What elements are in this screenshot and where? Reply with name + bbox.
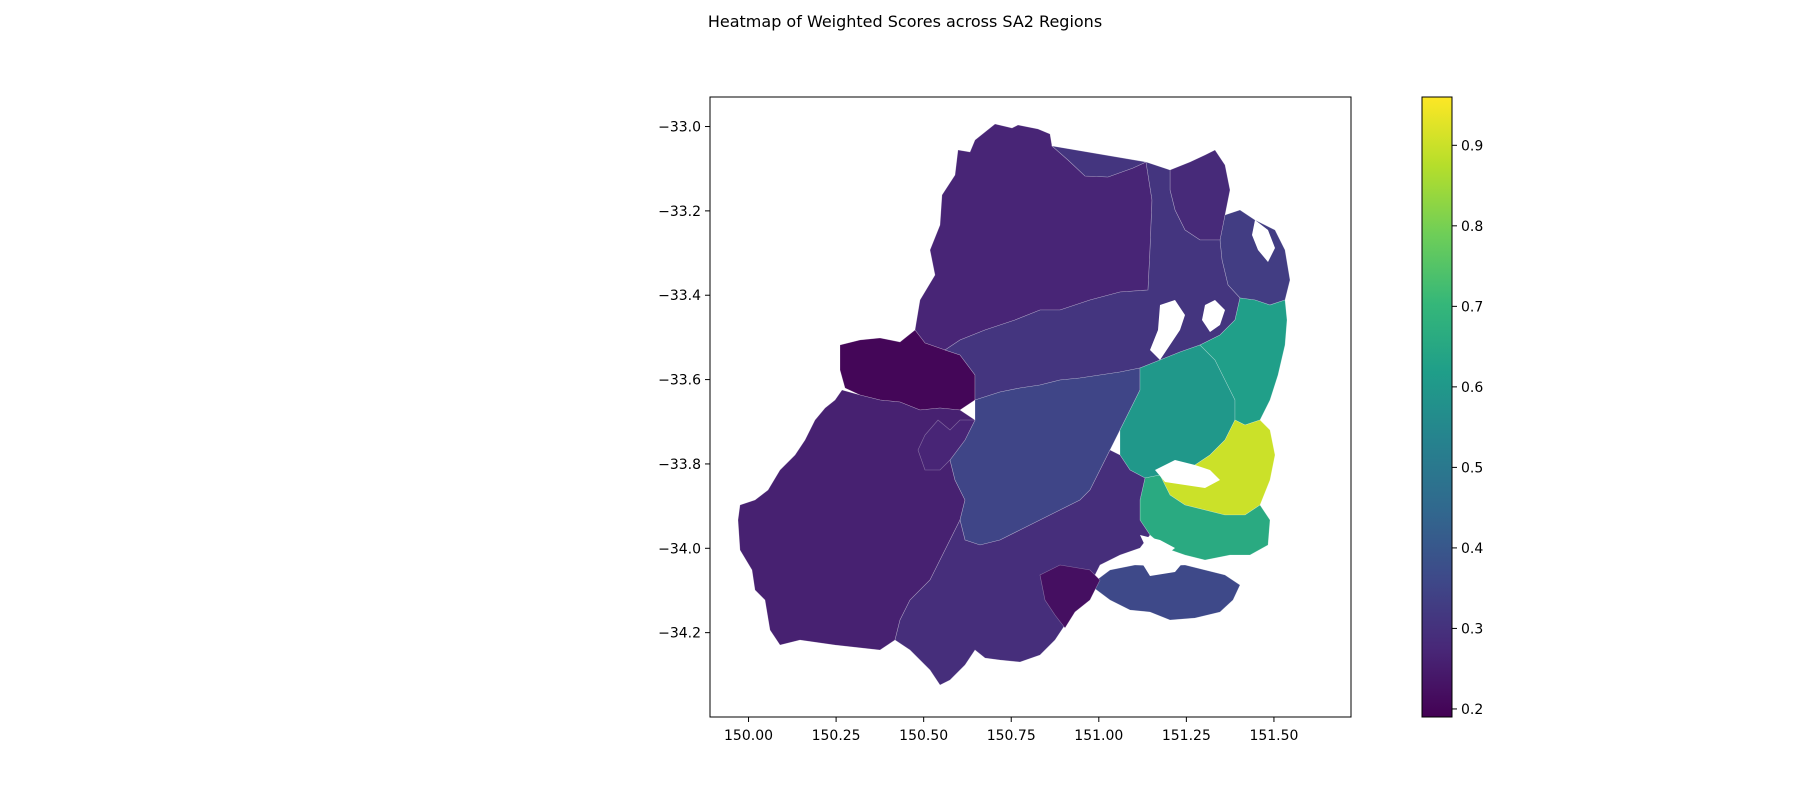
colorbar-tick-label: 0.4 [1461, 541, 1483, 557]
region-northern-beaches [1199, 297, 1288, 426]
chart-title: Heatmap of Weighted Scores across SA2 Re… [708, 12, 1102, 31]
x-tick-label: 151.00 [1074, 728, 1123, 744]
y-tick-label: −33.4 [658, 288, 701, 304]
y-tick-label: −33.0 [658, 120, 701, 136]
y-tick-label: −34.2 [658, 626, 701, 642]
colorbar-tick-label: 0.6 [1461, 380, 1483, 396]
colorbar: 0.2 0.3 0.4 0.5 0.6 0.7 0.8 0.9 [1421, 96, 1483, 718]
water-body [1150, 300, 1185, 360]
y-tick-label: −33.2 [658, 204, 701, 220]
water-body [1140, 555, 1185, 576]
water-body [1202, 300, 1225, 332]
colorbar-tick-label: 0.9 [1461, 138, 1483, 154]
water-body [1155, 460, 1220, 488]
region-campbelltown-east [1039, 564, 1101, 629]
plot-frame [709, 96, 1352, 718]
colorbar-gradient [1421, 96, 1453, 718]
x-tick-label: 150.75 [987, 728, 1036, 744]
colorbar-tick-label: 0.3 [1461, 621, 1483, 637]
x-tick-label: 151.25 [1162, 728, 1211, 744]
y-tick-label: −33.6 [658, 373, 701, 389]
x-tick-label: 151.50 [1249, 728, 1298, 744]
x-tick-label: 150.25 [812, 728, 861, 744]
water-body [1140, 535, 1175, 556]
region-south-west-wilderness [737, 389, 976, 651]
colorbar-tick-label: 0.2 [1461, 702, 1483, 718]
colorbar-tick-label: 0.8 [1461, 219, 1483, 235]
colorbar-tick-label: 0.7 [1461, 299, 1483, 315]
y-tick-label: −33.8 [658, 457, 701, 473]
map-layer [737, 123, 1291, 686]
colorbar-tick-label: 0.5 [1461, 460, 1483, 476]
y-tick-label: −34.0 [658, 541, 701, 557]
x-tick-label: 150.50 [899, 728, 948, 744]
region-wollondilly [917, 419, 976, 471]
region-macarthur [894, 449, 1151, 686]
axes: 150.00 150.25 150.50 150.75 151.00 151.25 151.… [658, 96, 1352, 744]
water-body [1252, 220, 1275, 262]
x-tick-label: 150.00 [724, 728, 773, 744]
